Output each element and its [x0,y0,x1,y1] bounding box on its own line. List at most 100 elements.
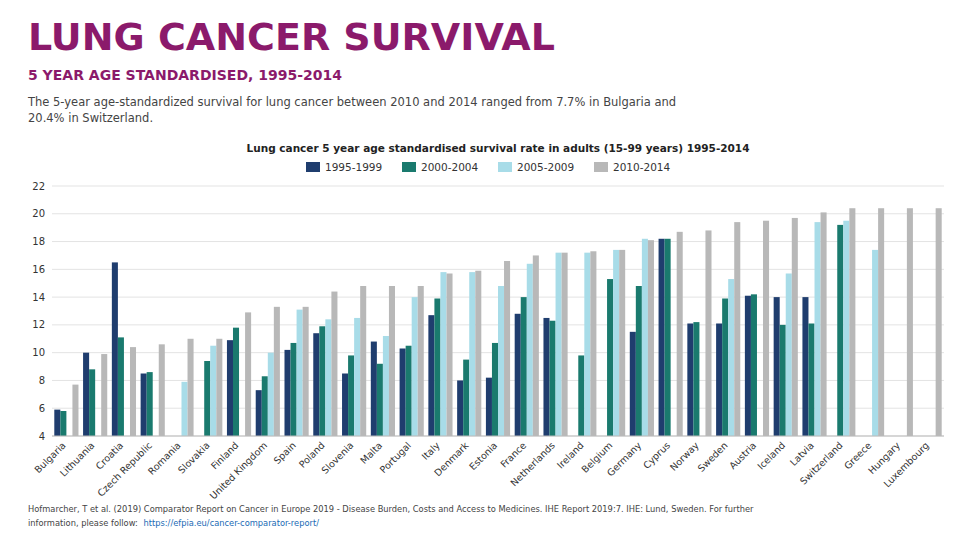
bar [303,307,309,436]
bar [722,299,728,437]
bar [181,382,187,436]
bar [786,274,792,437]
bar [716,324,722,437]
bar [233,328,239,436]
bar [936,208,942,436]
y-tick-label: 12 [32,319,45,330]
bar [60,411,66,436]
bars [54,208,941,436]
bar [256,390,262,436]
y-tick-label: 16 [32,264,45,275]
bar [907,208,913,436]
bar [262,376,268,436]
footer-text: information, please follow: [28,518,140,528]
bar [188,339,194,436]
bar [734,222,740,436]
bar [331,292,337,436]
y-tick-label: 6 [39,403,45,414]
x-tick-label: Iceland [755,440,787,472]
x-tick-label: United Kingdom [208,440,270,502]
bar [319,326,325,436]
legend-swatch [594,162,608,172]
x-tick-label: Switzerland [798,440,845,487]
x-tick-label: Portugal [377,440,413,476]
bar [475,271,481,436]
bar [360,286,366,436]
bar [418,286,424,436]
y-axis: 46810121416182022 [32,181,944,442]
bar [54,410,60,436]
legend-label: 2010-2014 [613,161,671,173]
grid-line [52,436,944,437]
bar [630,332,636,436]
footer: information, please follow: https://efpi… [28,518,319,528]
bar [677,232,683,436]
x-tick-label: Sweden [695,440,729,474]
x-tick-label: Lithuania [58,440,97,479]
bar [808,324,814,437]
bar [457,380,463,436]
bar [72,385,78,436]
x-tick-label: Estonia [467,440,500,473]
bar [354,318,360,436]
bar [446,274,452,437]
x-tick-label: Austria [727,440,759,472]
bar [434,299,440,437]
description: 20.4% in Switzerland. [28,111,153,125]
bar [291,343,297,436]
bar [130,347,136,436]
bar [543,318,549,436]
y-tick-label: 4 [39,431,45,442]
bar [348,355,354,436]
bar [463,360,469,436]
bar [284,350,290,436]
bar [210,346,216,436]
legend: 1995-19992000-20042005-20092010-2014 [306,161,671,173]
x-tick-label: Slovenia [319,440,355,476]
legend-swatch [498,162,512,172]
bar [780,325,786,436]
bar [469,272,475,436]
bar [383,336,389,436]
bar [578,355,584,436]
legend-swatch [402,162,416,172]
bar [705,230,711,436]
bar [325,319,331,436]
y-tick-label: 18 [32,236,45,247]
bar [648,240,654,436]
bar [590,251,596,436]
x-tick-label: Denmark [432,439,471,478]
bar [406,346,412,436]
bar [440,272,446,436]
bar [400,349,406,437]
bar [428,315,434,436]
bar [562,253,568,436]
bar [774,297,780,436]
bar [521,297,527,436]
bar [101,354,107,436]
bar [389,286,395,436]
bar [274,307,280,436]
bar [412,297,418,436]
bar [141,374,147,437]
bar [693,322,699,436]
x-tick-label: Slovakia [176,440,212,476]
bar [872,250,878,436]
grid-line [52,269,944,270]
x-axis: BulgariaLithuaniaCroatiaCzech RepublicRo… [32,439,931,501]
bar [527,264,533,436]
bar [878,208,884,436]
bar [792,218,798,436]
y-tick-label: 8 [39,375,45,386]
bar [837,225,843,436]
x-tick-label: Romania [146,440,183,477]
bar [821,212,827,436]
bar [584,253,590,436]
y-tick-label: 10 [32,347,45,358]
bar [763,221,769,436]
bar [613,250,619,436]
x-tick-label: Italy [420,439,443,462]
bar [118,337,124,436]
y-tick-label: 14 [32,292,45,303]
bar [245,312,251,436]
